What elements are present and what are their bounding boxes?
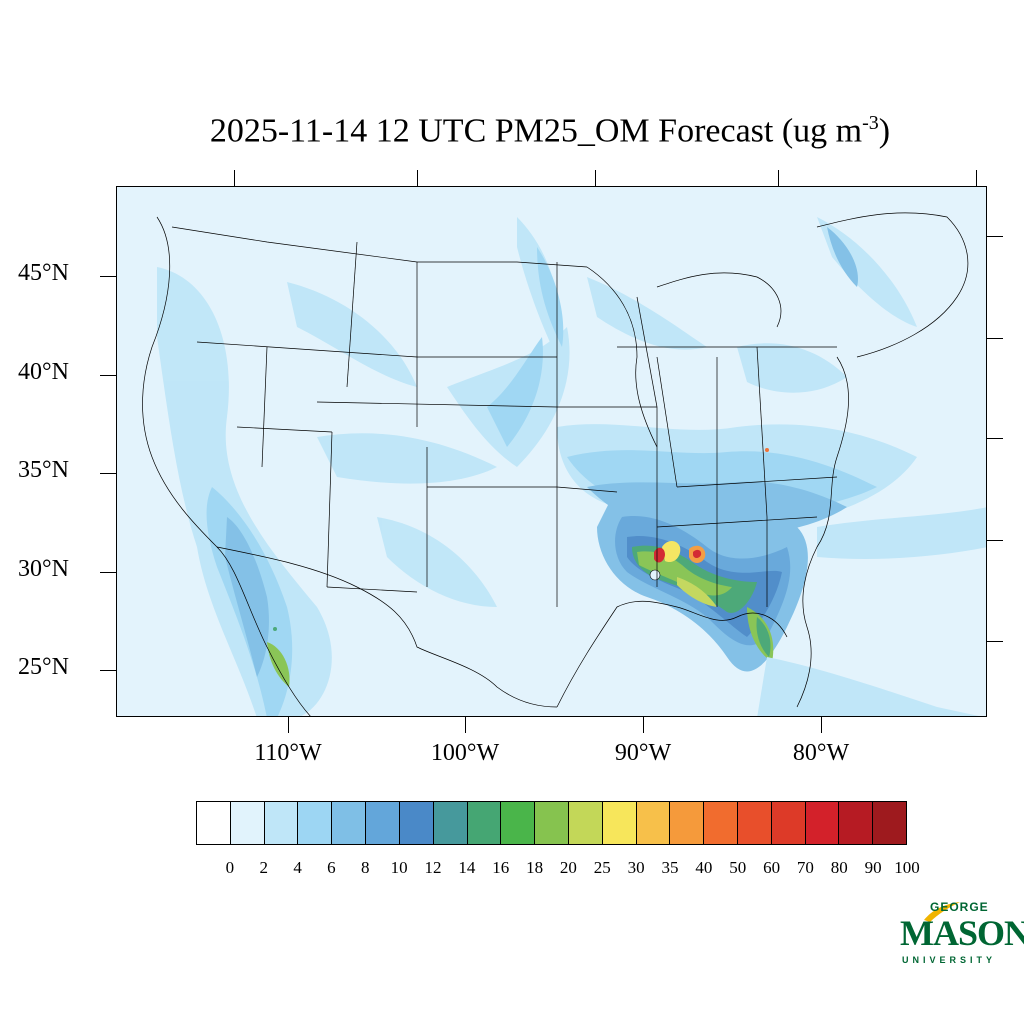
colorbar-label-11: 25 [593,858,611,877]
logo-swoosh-icon [924,902,960,922]
colorbar-swatch-17 [771,802,806,844]
lat-label-45: 45°N [18,260,69,286]
title-close: ) [878,112,891,150]
colorbar-label-20: 100 [894,858,920,877]
colorbar-swatch-1 [230,802,265,844]
logo-george: GEORGE [930,900,989,914]
colorbar-label-0: 0 [225,858,235,877]
lon-label-90w: 90°W [614,740,672,766]
tick-left-1 [100,276,116,277]
colorbar-swatch-5 [366,802,400,844]
colorbar-label-18: 80 [830,858,848,877]
state-borders [142,212,969,716]
colorbar-label-7: 14 [458,858,476,877]
colorbar-label-13: 35 [661,858,679,877]
colorbar-label-19: 90 [864,858,882,877]
tick-top-1 [234,170,235,186]
lon-label-80w: 80°W [792,740,850,766]
forecast-map [142,212,986,716]
tick-right-1 [987,236,1003,237]
colorbar-swatch-18 [805,802,840,844]
tick-right-4 [987,540,1003,541]
tick-bottom-2 [465,717,466,733]
colorbar-swatch-20 [873,802,907,844]
tick-left-5 [100,670,116,671]
colorbar-swatch-9 [501,802,536,844]
colorbar-swatch-7 [433,802,468,844]
lon-label-110w: 110°W [254,740,322,766]
lat-label-40: 40°N [18,359,69,385]
logo-mason: MASON [900,913,1024,953]
colorbar-swatch-14 [670,802,705,844]
concentration-field [157,217,986,716]
tick-right-5 [987,641,1003,642]
tick-top-3 [595,170,596,186]
colorbar-swatch-2 [264,802,299,844]
lon-label-100w: 100°W [430,740,500,766]
gmu-logo: GEORGE MASON UNIVERSITY [898,900,1024,970]
colorbar-label-5: 10 [390,858,408,877]
map-panel[interactable] [116,186,987,717]
tick-top-2 [417,170,418,186]
colorbar [196,801,907,845]
tick-bottom-1 [288,717,289,733]
colorbar-label-10: 20 [559,858,577,877]
colorbar-swatch-19 [839,802,874,844]
colorbar-swatch-11 [568,802,603,844]
colorbar-swatch-15 [704,802,738,844]
colorbar-label-15: 50 [729,858,747,877]
colorbar-label-2: 4 [293,858,302,877]
tick-right-3 [987,438,1003,439]
colorbar-swatch-16 [738,802,772,844]
colorbar-label-8: 16 [492,858,510,877]
title-main: 2025-11-14 12 UTC PM25_OM Forecast (ug m [209,112,863,150]
colorbar-label-3: 6 [327,858,336,877]
tick-right-2 [987,338,1003,339]
colorbar-label-17: 70 [796,858,814,877]
lat-label-25: 25°N [18,654,69,680]
colorbar-label-14: 40 [695,858,713,877]
colorbar-swatch-4 [332,802,367,844]
tick-left-4 [100,572,116,573]
colorbar-swatch-0 [197,802,231,844]
tick-bottom-3 [643,717,644,733]
logo-university: UNIVERSITY [902,955,997,965]
tick-left-2 [100,375,116,376]
colorbar-label-9: 18 [526,858,544,877]
page-title: 2025-11-14 12 UTC PM25_OM Forecast (ug m… [0,112,1024,150]
colorbar-swatch-12 [602,802,637,844]
lat-label-35: 35°N [18,457,69,483]
colorbar-label-4: 8 [361,858,370,877]
colorbar-label-16: 60 [763,858,781,877]
tick-left-3 [100,473,116,474]
lat-label-30: 30°N [18,556,69,582]
tick-bottom-4 [821,717,822,733]
colorbar-label-12: 30 [627,858,645,877]
title-superscript: -3 [862,112,879,134]
tick-top-5 [976,170,977,186]
colorbar-swatch-10 [535,802,569,844]
colorbar-label-6: 12 [424,858,442,877]
colorbar-swatch-3 [298,802,333,844]
tick-top-4 [778,170,779,186]
colorbar-label-1: 2 [259,858,268,877]
colorbar-swatch-6 [399,802,434,844]
colorbar-swatch-13 [636,802,671,844]
colorbar-swatch-8 [467,802,502,844]
